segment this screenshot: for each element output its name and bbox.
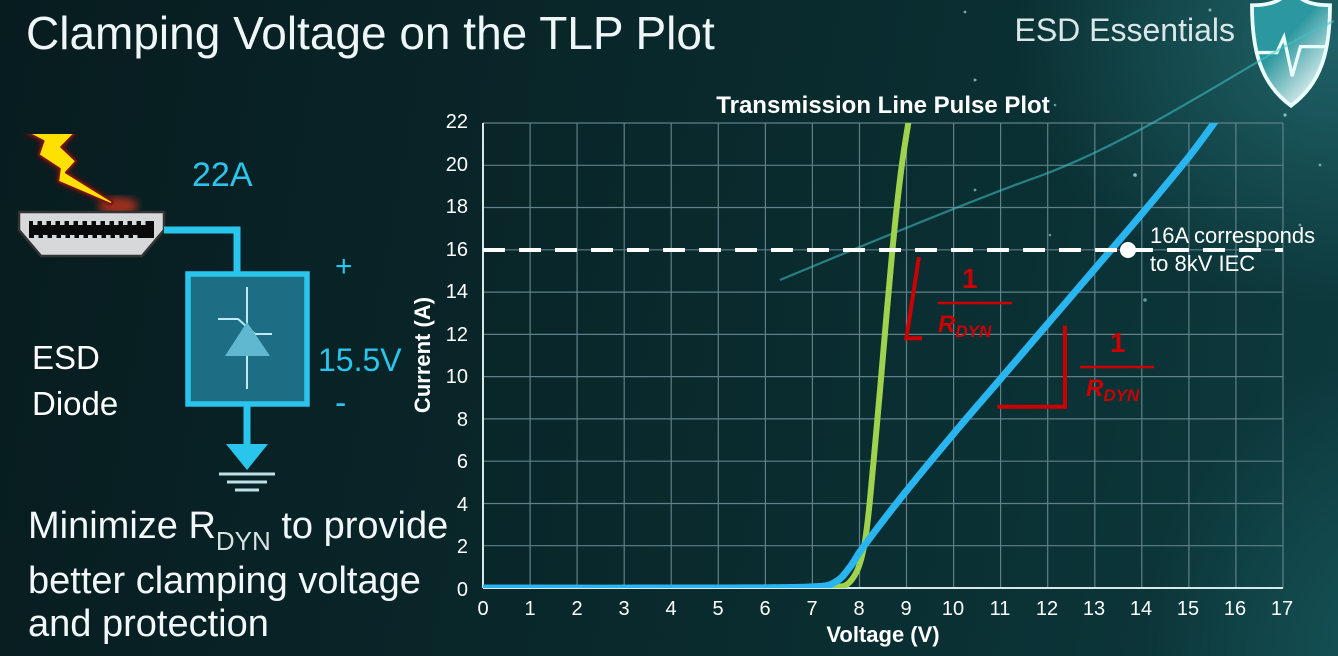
svg-text:4: 4 — [665, 598, 676, 620]
svg-text:11: 11 — [990, 598, 1011, 620]
svg-text:1: 1 — [962, 263, 978, 294]
svg-text:16: 16 — [1224, 598, 1246, 620]
svg-text:8: 8 — [457, 409, 468, 431]
svg-text:22: 22 — [446, 111, 468, 133]
svg-text:16A corresponds: 16A corresponds — [1150, 223, 1315, 248]
svg-text:1: 1 — [524, 598, 535, 620]
svg-text:14: 14 — [446, 281, 468, 303]
svg-text:12: 12 — [446, 324, 468, 346]
svg-text:Transmission Line Pulse Plo: Transmission Line Pulse Plot — [716, 92, 1049, 119]
svg-text:6: 6 — [759, 598, 770, 620]
svg-text:14: 14 — [1130, 598, 1152, 620]
svg-text:8: 8 — [853, 598, 864, 620]
svg-text:16: 16 — [446, 239, 468, 261]
svg-text:2: 2 — [571, 598, 582, 620]
svg-text:20: 20 — [446, 154, 468, 176]
svg-text:10: 10 — [446, 366, 468, 388]
svg-text:17: 17 — [1271, 598, 1293, 620]
svg-text:5: 5 — [712, 598, 723, 620]
svg-text:18: 18 — [446, 196, 468, 218]
svg-text:Current (A): Current (A) — [410, 297, 435, 413]
svg-text:10: 10 — [942, 598, 964, 620]
svg-text:7: 7 — [806, 598, 817, 620]
svg-text:15: 15 — [1177, 598, 1199, 620]
svg-text:1: 1 — [1110, 327, 1126, 358]
svg-text:to 8kV IEC: to 8kV IEC — [1150, 251, 1255, 276]
svg-text:RDYN: RDYN — [1086, 375, 1140, 405]
svg-text:4: 4 — [457, 494, 468, 516]
svg-text:2: 2 — [457, 536, 468, 558]
svg-text:Voltage (V): Voltage (V) — [826, 622, 939, 647]
svg-text:0: 0 — [477, 598, 488, 620]
svg-text:12: 12 — [1036, 598, 1058, 620]
svg-text:3: 3 — [618, 598, 629, 620]
svg-text:RDYN: RDYN — [938, 311, 992, 341]
svg-text:9: 9 — [900, 598, 911, 620]
svg-text:6: 6 — [457, 451, 468, 473]
svg-text:0: 0 — [457, 579, 468, 601]
svg-text:13: 13 — [1083, 598, 1105, 620]
